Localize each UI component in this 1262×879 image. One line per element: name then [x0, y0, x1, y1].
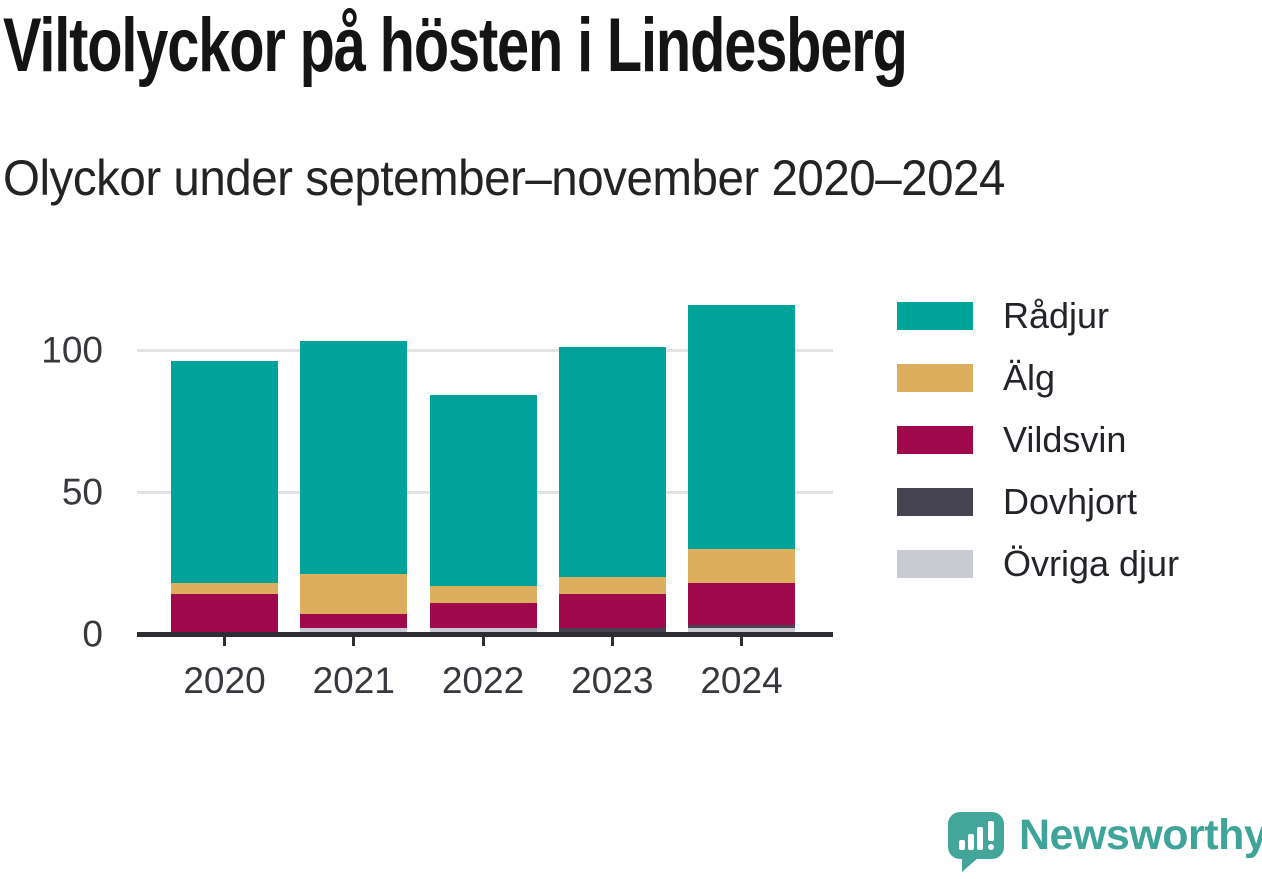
bar-segment-2021	[300, 574, 408, 615]
bar-segment-2023	[558, 577, 666, 595]
bar-segment-2024	[688, 628, 795, 634]
x-axis-tick-label: 2023	[571, 660, 654, 701]
bar-2020	[171, 361, 278, 634]
bar-2021	[300, 341, 408, 634]
legend-swatch	[897, 302, 973, 330]
bar-segment-2024	[688, 548, 795, 583]
bar-segment-2024	[688, 304, 795, 549]
brand-footer: Newsworthy	[948, 811, 1262, 872]
x-axis-line	[137, 632, 833, 637]
bar-segment-2022	[429, 602, 537, 629]
legend-swatch	[897, 426, 973, 454]
bar-segment-2023	[558, 594, 666, 629]
legend-swatch	[897, 364, 973, 392]
bar-segment-2024	[688, 625, 795, 629]
bar-segment-2020	[171, 361, 278, 583]
legend-label: Övriga djur	[1003, 543, 1180, 584]
x-axis-tick-label: 2022	[441, 660, 525, 701]
legend-swatch	[897, 550, 973, 578]
legend-label: Dovhjort	[1003, 481, 1138, 522]
x-axis-tick-label: 2024	[700, 660, 783, 701]
bar-segment-2022	[429, 585, 537, 603]
gridline-100	[137, 348, 833, 352]
x-axis-tick-label: 2020	[183, 660, 266, 701]
legend-item: Vildsvin	[897, 420, 1126, 460]
bar-segment-2023	[558, 347, 666, 578]
x-axis-tick	[481, 637, 485, 646]
x-axis-tick	[352, 637, 356, 646]
legend-label: Älg	[1003, 357, 1056, 398]
bar-2024	[688, 304, 795, 634]
legend-swatch	[897, 488, 973, 516]
bar-segment-2022	[429, 395, 537, 586]
bar-segment-2021	[300, 628, 408, 634]
legend-item: Rådjur	[897, 296, 1109, 336]
bar-segment-2021	[300, 614, 408, 629]
logo-bar-chart-icon	[948, 812, 1004, 859]
exclamation-icon	[987, 821, 994, 850]
brand-name: Newsworthy	[1019, 811, 1262, 859]
y-axis-tick-label: 100	[41, 329, 103, 371]
legend-item: Älg	[897, 358, 1055, 398]
bar-segment-2024	[688, 582, 795, 626]
x-axis-tick-label: 2021	[312, 660, 395, 701]
chart-title: Viltolyckor på hösten i Lindesberg	[3, 3, 908, 88]
y-axis-tick-label: 0	[82, 613, 103, 655]
newsworthy-logo-icon	[948, 812, 1004, 872]
chart-subtitle: Olyckor under september–november 2020–20…	[3, 150, 1005, 206]
bar-segment-2021	[300, 341, 408, 575]
legend-item: Dovhjort	[897, 482, 1137, 522]
bar-segment-2023	[558, 628, 666, 634]
bar-2022	[429, 395, 537, 634]
legend-label: Rådjur	[1003, 295, 1110, 336]
bar-2023	[558, 347, 666, 634]
x-axis-tick	[223, 637, 226, 646]
x-axis-tick	[740, 637, 743, 646]
bar-segment-2020	[171, 594, 278, 634]
x-axis-tick	[610, 637, 614, 646]
y-axis-tick-label: 50	[61, 471, 103, 513]
legend-item: Övriga djur	[897, 544, 1179, 584]
bar-segment-2020	[171, 582, 278, 595]
bar-segment-2022	[429, 628, 537, 634]
legend-label: Vildsvin	[1003, 419, 1127, 460]
